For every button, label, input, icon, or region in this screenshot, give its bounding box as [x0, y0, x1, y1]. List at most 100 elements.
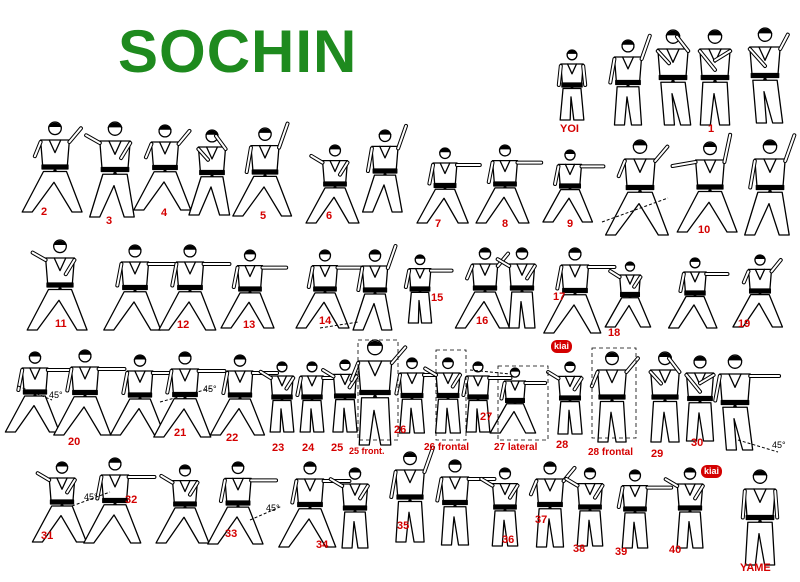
karate-figure [155, 464, 210, 544]
karate-figure [670, 132, 738, 233]
karate-figure [207, 461, 279, 545]
karate-figure [740, 469, 780, 566]
angle-label: 45° [772, 440, 786, 450]
step-label: 22 [226, 432, 239, 444]
angle-label: 45° [84, 492, 98, 502]
angle-label: 45° [266, 503, 280, 513]
karate-figure [321, 359, 359, 433]
step-label: 25 [331, 442, 344, 454]
angle-label: 45° [49, 390, 63, 400]
karate-figure [220, 249, 289, 329]
karate-figure [648, 351, 682, 443]
karate-figure [295, 249, 364, 329]
step-label: 23 [272, 442, 285, 454]
view-frame [497, 365, 549, 441]
karate-figure [556, 49, 588, 121]
step-label: 24 [302, 442, 315, 454]
step-label: 20 [68, 436, 81, 448]
step-label: 28 [556, 439, 569, 451]
kiai-badge: kiai [701, 465, 723, 478]
step-label: 33 [225, 528, 238, 540]
direction-arrow [159, 387, 213, 403]
karate-figure [546, 361, 584, 435]
karate-figure [489, 367, 548, 434]
step-label: 4 [161, 207, 168, 219]
step-label: 5 [260, 210, 267, 222]
karate-figure [188, 129, 231, 216]
karate-figure [744, 133, 797, 236]
step-label: 6 [326, 210, 333, 222]
karate-figure [103, 244, 177, 331]
step-label: 10 [698, 224, 711, 236]
karate-figure [479, 467, 520, 547]
step-label: 26 frontal [424, 442, 470, 453]
karate-figure [604, 139, 670, 236]
karate-figure [328, 467, 370, 549]
karate-figure [84, 121, 135, 218]
direction-arrow [601, 197, 669, 223]
direction-arrow [17, 385, 53, 401]
step-label: 19 [738, 318, 751, 330]
karate-figure [361, 123, 408, 213]
step-label: 9 [567, 218, 574, 230]
karate-figure [153, 351, 227, 438]
step-label: 18 [608, 327, 621, 339]
step-label: 17 [553, 291, 566, 303]
karate-figure [454, 247, 511, 329]
step-label: 15 [431, 292, 444, 304]
karate-figure [528, 461, 577, 548]
step-label: 26 [394, 424, 407, 436]
page-title: SOCHIN [118, 18, 358, 85]
step-label: 34 [316, 539, 329, 551]
step-label: 2 [41, 206, 48, 218]
karate-figure [564, 467, 605, 547]
step-label: 28 frontal [588, 447, 634, 458]
karate-figure [461, 361, 513, 433]
step-label: 25 front. [349, 446, 385, 456]
direction-arrow [469, 369, 511, 375]
step-label: 37 [535, 514, 548, 526]
karate-figure [209, 354, 280, 436]
view-frame [435, 349, 467, 441]
karate-figure [389, 445, 436, 543]
karate-figure [495, 247, 537, 329]
direction-arrow [319, 321, 359, 329]
step-label: 35 [397, 520, 410, 532]
karate-figure [278, 461, 352, 548]
step-label: 27 [480, 411, 493, 423]
step-label: 40 [669, 544, 682, 556]
karate-figure [604, 261, 652, 328]
karate-figure [713, 354, 782, 451]
step-label: 12 [177, 319, 190, 331]
karate-figure [305, 144, 360, 224]
karate-figure [667, 257, 730, 329]
karate-figure [53, 349, 127, 436]
direction-arrow [71, 491, 111, 507]
karate-figure [4, 351, 75, 433]
karate-figure [26, 239, 88, 331]
step-label: 13 [243, 319, 256, 331]
step-label: 31 [41, 530, 54, 542]
angle-label: 45° [203, 384, 217, 394]
karate-figure [31, 461, 88, 543]
karate-figure [543, 247, 617, 334]
karate-figure [655, 29, 692, 126]
karate-figure [616, 469, 674, 549]
step-label: 16 [476, 315, 489, 327]
karate-figure [589, 351, 640, 443]
step-label: YOI [560, 123, 579, 135]
step-label: 1 [708, 123, 715, 135]
step-label: YAME [740, 562, 771, 574]
direction-arrow [249, 505, 283, 521]
karate-figure [475, 144, 544, 224]
direction-arrow [737, 439, 779, 453]
view-frame [591, 347, 637, 439]
kiai-badge: kiai [551, 340, 573, 353]
karate-figure [83, 457, 157, 544]
karate-figure [732, 254, 784, 328]
step-label: 8 [502, 218, 509, 230]
karate-figure [232, 121, 293, 217]
karate-figure [663, 467, 705, 549]
step-label: 36 [502, 534, 515, 546]
